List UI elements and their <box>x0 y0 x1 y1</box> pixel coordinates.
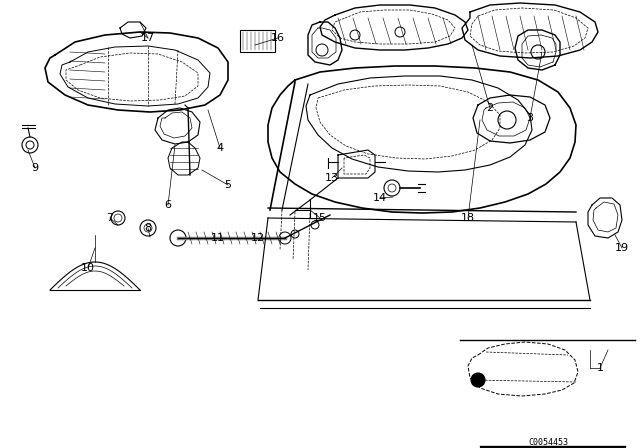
Text: 18: 18 <box>461 213 475 223</box>
Text: C0054453: C0054453 <box>528 438 568 447</box>
Text: 13: 13 <box>325 173 339 183</box>
Text: 15: 15 <box>313 213 327 223</box>
Text: 5: 5 <box>225 180 232 190</box>
Text: 19: 19 <box>615 243 629 253</box>
Text: 17: 17 <box>141 33 155 43</box>
Text: 10: 10 <box>81 263 95 273</box>
Text: 11: 11 <box>211 233 225 243</box>
Text: 1: 1 <box>596 363 604 373</box>
Circle shape <box>471 373 485 387</box>
Text: 16: 16 <box>271 33 285 43</box>
Text: 2: 2 <box>486 103 493 113</box>
Text: 6: 6 <box>164 200 172 210</box>
Text: 3: 3 <box>527 113 534 123</box>
Text: 12: 12 <box>251 233 265 243</box>
Text: 9: 9 <box>31 163 38 173</box>
Text: 4: 4 <box>216 143 223 153</box>
Text: 14: 14 <box>373 193 387 203</box>
Text: 8: 8 <box>145 223 152 233</box>
Text: 7: 7 <box>106 213 113 223</box>
